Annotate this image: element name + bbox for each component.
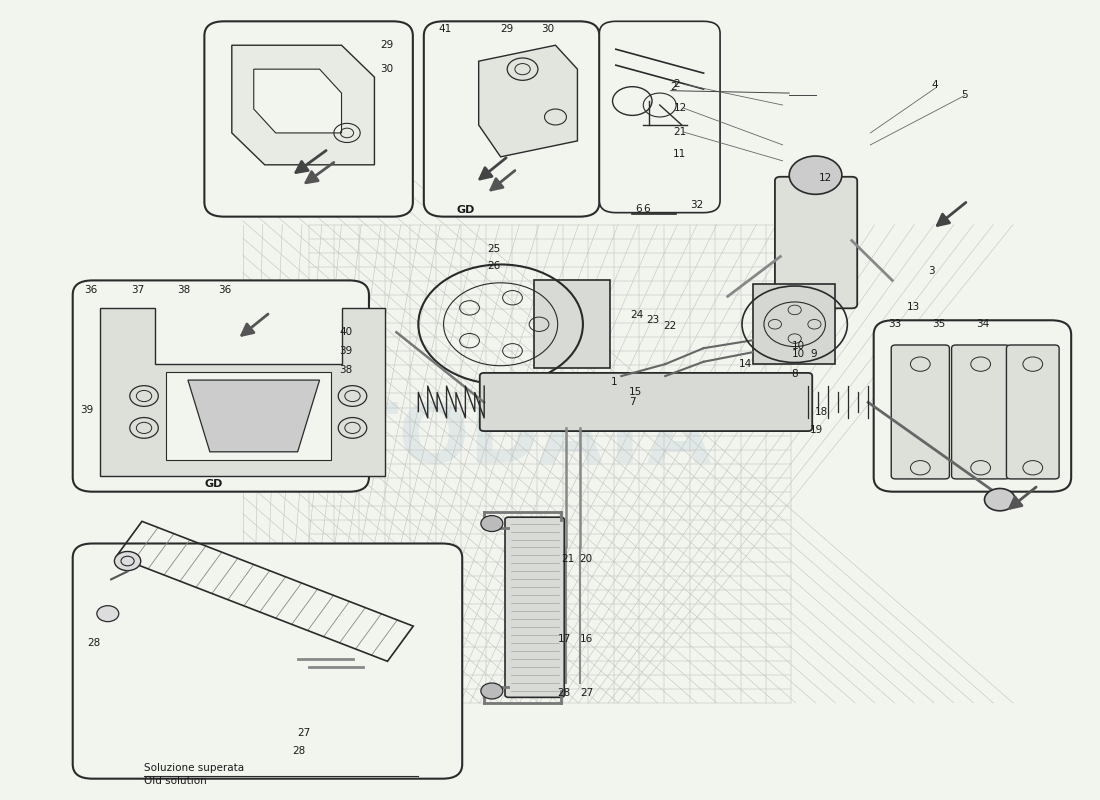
Text: 1: 1 (610, 378, 617, 387)
Text: GD: GD (205, 478, 222, 489)
Text: 35: 35 (932, 319, 945, 330)
Text: 6: 6 (636, 204, 642, 214)
Text: 28: 28 (87, 638, 100, 648)
Text: 8: 8 (791, 369, 798, 378)
Text: 14: 14 (739, 359, 752, 369)
Text: 30: 30 (379, 64, 393, 74)
Circle shape (481, 515, 503, 531)
Text: 12: 12 (818, 174, 832, 183)
Bar (534, 281, 611, 368)
Text: 19: 19 (810, 426, 823, 435)
Circle shape (789, 156, 842, 194)
Text: Soluzione superata: Soluzione superata (144, 763, 244, 774)
Text: AUTODATA: AUTODATA (212, 399, 712, 480)
FancyBboxPatch shape (205, 22, 412, 217)
Text: 38: 38 (177, 285, 190, 295)
Text: 27: 27 (298, 728, 311, 738)
Text: 4: 4 (932, 80, 938, 90)
Polygon shape (166, 372, 331, 460)
FancyBboxPatch shape (424, 22, 600, 217)
Text: 16: 16 (580, 634, 593, 644)
Text: 38: 38 (339, 365, 353, 374)
FancyBboxPatch shape (505, 517, 564, 698)
FancyBboxPatch shape (774, 177, 857, 308)
Text: 28: 28 (558, 688, 571, 698)
Text: 21: 21 (561, 554, 574, 565)
Text: 36: 36 (219, 285, 232, 295)
FancyBboxPatch shape (73, 543, 462, 778)
Text: 3: 3 (928, 266, 935, 276)
Circle shape (984, 489, 1015, 511)
Text: 18: 18 (814, 407, 827, 417)
Text: 24: 24 (630, 310, 644, 320)
Text: 6: 6 (644, 204, 650, 214)
FancyBboxPatch shape (73, 281, 369, 492)
FancyBboxPatch shape (600, 22, 720, 213)
Circle shape (481, 683, 503, 699)
Text: 12: 12 (674, 103, 688, 114)
Polygon shape (100, 308, 385, 476)
Text: 10: 10 (791, 349, 804, 358)
Text: 11: 11 (673, 150, 686, 159)
Text: 7: 7 (629, 397, 636, 406)
Text: 32: 32 (691, 200, 704, 210)
Text: 13: 13 (906, 302, 920, 312)
Text: 26: 26 (487, 261, 500, 271)
Text: 28: 28 (293, 746, 306, 756)
Text: 41: 41 (438, 24, 451, 34)
Text: 10: 10 (791, 341, 804, 350)
Polygon shape (478, 46, 578, 157)
Text: 20: 20 (580, 554, 593, 565)
Text: 25: 25 (487, 243, 500, 254)
Text: 9: 9 (810, 349, 816, 358)
Circle shape (114, 551, 141, 570)
Text: 15: 15 (629, 387, 642, 397)
FancyBboxPatch shape (1006, 345, 1059, 479)
Bar (754, 285, 835, 364)
Text: 2: 2 (671, 82, 678, 93)
FancyBboxPatch shape (952, 345, 1010, 479)
Text: 29: 29 (379, 40, 393, 50)
Text: 17: 17 (558, 634, 571, 644)
Text: 2: 2 (673, 79, 680, 90)
Text: 34: 34 (976, 319, 989, 330)
Text: 30: 30 (541, 24, 554, 34)
Text: 29: 29 (500, 24, 514, 34)
Text: 27: 27 (581, 688, 594, 698)
Text: 39: 39 (339, 346, 353, 355)
FancyBboxPatch shape (480, 373, 812, 431)
Text: 33: 33 (888, 319, 901, 330)
Polygon shape (232, 46, 374, 165)
Text: 22: 22 (663, 321, 676, 331)
FancyBboxPatch shape (891, 345, 949, 479)
Text: 37: 37 (131, 285, 144, 295)
Text: 23: 23 (647, 315, 660, 326)
Text: 36: 36 (84, 285, 97, 295)
Text: GD: GD (456, 206, 475, 215)
Text: 40: 40 (339, 327, 352, 338)
Polygon shape (188, 380, 320, 452)
Circle shape (97, 606, 119, 622)
Text: Old solution: Old solution (144, 776, 207, 786)
FancyBboxPatch shape (873, 320, 1071, 492)
Polygon shape (254, 69, 341, 133)
Text: 39: 39 (80, 405, 94, 414)
Text: 21: 21 (673, 127, 686, 137)
Text: 5: 5 (961, 90, 968, 101)
